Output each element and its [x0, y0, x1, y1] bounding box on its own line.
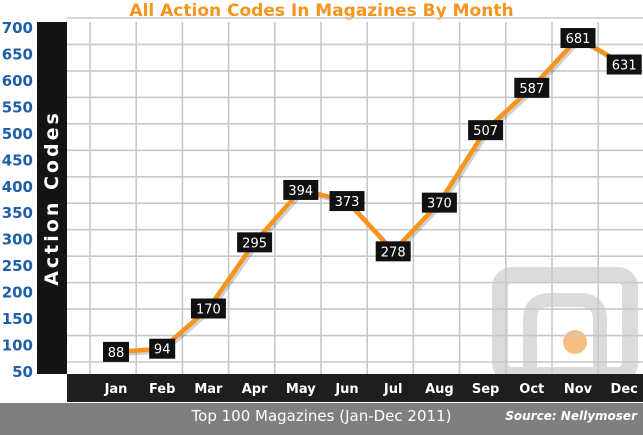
data-label: 94	[149, 338, 176, 359]
chart-title: All Action Codes In Magazines By Month	[129, 1, 514, 21]
y-tick-label: 400	[2, 178, 33, 196]
data-label: 507	[468, 120, 504, 141]
watermark-dot	[563, 330, 587, 354]
chart-plot: 50 100 150 200 250 300 350 400 450 500 550 600 650 70…	[2, 17, 643, 402]
y-tick-label: 550	[2, 98, 33, 116]
grid	[67, 17, 643, 374]
data-label-box	[283, 179, 319, 200]
data-label-text: 373	[335, 195, 360, 210]
footer-caption: Top 100 Magazines (Jan-Dec 2011)	[191, 407, 452, 425]
x-axis-bar	[67, 374, 643, 402]
data-label: 88	[103, 341, 129, 362]
source-credit: Source: Nellymoser	[505, 409, 637, 423]
y-axis-title-box: Action Codes	[37, 22, 67, 374]
y-tick-label: 50	[12, 363, 33, 381]
data-label: 587	[514, 77, 550, 98]
x-tick-label: Aug	[425, 382, 454, 397]
y-tick-label: 300	[2, 231, 33, 249]
data-label-text: 394	[288, 184, 313, 199]
data-label-text: 94	[154, 343, 171, 358]
data-label: 278	[375, 241, 411, 262]
x-tick-label: Jun	[334, 382, 358, 397]
y-tick-label: 100	[2, 337, 33, 355]
data-label: 394	[283, 179, 319, 200]
data-label-box	[468, 120, 504, 141]
x-tick-label: Feb	[149, 382, 175, 397]
x-tick-label: Mar	[194, 382, 223, 397]
y-tick-label: 150	[2, 310, 33, 328]
x-tick-label: Jan	[104, 382, 128, 397]
data-label: 373	[329, 191, 365, 212]
watermark-logo	[492, 267, 638, 383]
y-tick-label: 500	[2, 125, 33, 143]
data-label: 170	[190, 298, 226, 319]
x-tick-label: Nov	[564, 382, 593, 397]
y-tick-label: 450	[2, 151, 33, 169]
data-label-text: 681	[566, 32, 591, 47]
data-label-box	[560, 28, 596, 49]
x-tick-label: Apr	[242, 382, 268, 397]
data-label-text: 631	[612, 59, 637, 74]
y-tick-label: 600	[2, 72, 33, 90]
x-tick-label: Dec	[611, 382, 638, 397]
data-label-box	[606, 54, 642, 75]
data-label: 370	[421, 192, 457, 213]
y-tick-label: 350	[2, 204, 33, 222]
x-tick-labels: Jan Feb Mar Apr May Jun Jul Aug Sep Oct Nov Dec	[104, 382, 638, 397]
y-tick-label: 250	[2, 257, 33, 275]
data-label-box	[149, 338, 176, 359]
data-label: 631	[606, 54, 642, 75]
data-label-box	[375, 241, 411, 262]
x-tick-label: May	[286, 382, 316, 397]
data-label-box	[514, 77, 550, 98]
data-label-box	[190, 298, 226, 319]
data-label-text: 587	[519, 82, 544, 97]
x-tick-label: Jul	[383, 382, 403, 397]
footer-bar: Top 100 Magazines (Jan-Dec 2011) Source:…	[0, 403, 643, 435]
data-label-text: 170	[196, 302, 221, 317]
data-label-box	[421, 192, 457, 213]
data-label: 295	[237, 232, 273, 253]
y-tick-label: 650	[2, 45, 33, 63]
y-tick-labels: 50 100 150 200 250 300 350 400 450 500 550 600 650 70…	[2, 19, 33, 381]
data-label-box	[237, 232, 273, 253]
data-label-text: 370	[427, 197, 452, 212]
data-label-text: 295	[242, 236, 267, 251]
data-label-box	[103, 341, 129, 362]
data-label-text: 88	[108, 346, 125, 361]
data-label-text: 507	[473, 124, 498, 139]
data-label: 681	[560, 28, 596, 49]
x-tick-label: Oct	[519, 382, 544, 397]
y-tick-label: 200	[2, 284, 33, 302]
data-label-text: 278	[381, 245, 406, 260]
data-label-box	[329, 191, 365, 212]
x-tick-label: Sep	[472, 382, 500, 397]
y-tick-label: 700	[2, 19, 33, 37]
data-labels: 88 94 170 295 394 373 278 370 507 587 681 631	[103, 28, 642, 362]
